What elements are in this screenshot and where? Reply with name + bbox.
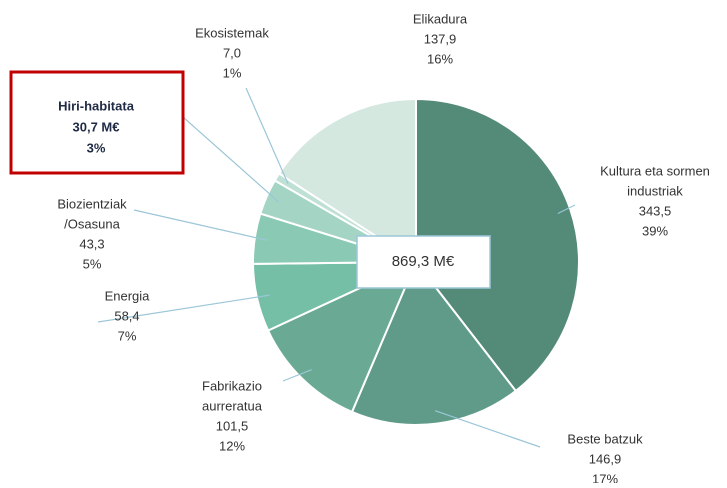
category-label: Biozientziak xyxy=(57,196,127,211)
category-label: /Osasuna xyxy=(64,216,120,231)
category-label: Ekosistemak xyxy=(195,25,269,40)
value-label: 137,9 xyxy=(424,31,457,46)
leader-lines xyxy=(97,87,576,448)
percentage-label: 39% xyxy=(642,223,668,238)
leader-line xyxy=(97,294,270,323)
labels: Kultura eta sormen industriak 343,5 39% Best… xyxy=(9,11,710,486)
pie-slice xyxy=(266,259,418,414)
percentage-label: 12% xyxy=(219,438,245,453)
category-label: Elikadura xyxy=(413,11,468,26)
leader-line xyxy=(282,369,312,382)
percentage-label: 5% xyxy=(83,256,102,271)
category-label: Energia xyxy=(105,288,151,303)
total-box xyxy=(356,235,491,289)
category-label: Hiri-habitata xyxy=(58,98,135,113)
leader-line xyxy=(133,209,268,241)
value-label: 43,3 xyxy=(79,236,104,251)
value-label: 146,9 xyxy=(589,451,622,466)
percentage-label: 1% xyxy=(223,65,242,80)
pie-slice xyxy=(350,260,518,426)
leader-line xyxy=(557,204,576,215)
percentage-label: 7% xyxy=(118,328,137,343)
value-label: 7,0 xyxy=(223,45,241,60)
pie-slice xyxy=(415,97,580,393)
category-label: Beste batzuk xyxy=(567,431,643,446)
percentage-label: 16% xyxy=(427,51,453,66)
value-label: 58,4 xyxy=(114,308,139,323)
value-label: 30,7 M€ xyxy=(73,119,120,134)
category-label: Fabrikazio xyxy=(202,378,262,393)
leader-line xyxy=(434,410,541,448)
category-label: aurreratua xyxy=(202,398,263,413)
category-label: Kultura eta sormen xyxy=(600,163,710,178)
percentage-label: 3% xyxy=(87,140,106,155)
value-label: 343,5 xyxy=(639,203,672,218)
total-label: 869,3 M€ xyxy=(392,253,455,270)
leader-line xyxy=(245,87,289,185)
pie-slice xyxy=(277,97,417,264)
highlight-box xyxy=(9,70,185,175)
percentage-label: 17% xyxy=(592,471,618,483)
category-label: industriak xyxy=(627,183,683,198)
leader-line xyxy=(182,116,280,203)
value-label: 101,5 xyxy=(216,418,249,433)
